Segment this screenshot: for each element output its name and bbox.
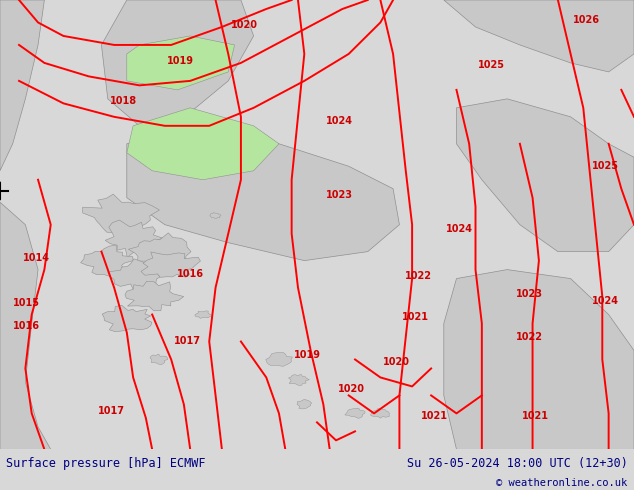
Polygon shape xyxy=(0,202,51,449)
Polygon shape xyxy=(101,0,254,126)
Text: © weatheronline.co.uk: © weatheronline.co.uk xyxy=(496,478,628,488)
Text: 1025: 1025 xyxy=(592,161,619,171)
Polygon shape xyxy=(81,245,133,276)
Text: 1024: 1024 xyxy=(326,116,353,126)
Text: 1014: 1014 xyxy=(23,253,50,263)
Text: Su 26-05-2024 18:00 UTC (12+30): Su 26-05-2024 18:00 UTC (12+30) xyxy=(407,457,628,470)
Polygon shape xyxy=(127,126,399,261)
Polygon shape xyxy=(266,352,292,367)
Text: 1016: 1016 xyxy=(177,269,204,279)
Text: 1019: 1019 xyxy=(167,56,194,66)
Polygon shape xyxy=(195,311,211,318)
Polygon shape xyxy=(128,233,191,272)
Polygon shape xyxy=(82,194,160,234)
Text: 1020: 1020 xyxy=(339,384,365,393)
Text: 1018: 1018 xyxy=(110,96,137,106)
Text: 1021: 1021 xyxy=(402,312,429,322)
Polygon shape xyxy=(127,36,235,90)
Text: 1021: 1021 xyxy=(421,411,448,420)
Text: 1024: 1024 xyxy=(592,296,619,306)
Text: 1015: 1015 xyxy=(13,298,40,308)
Text: 1024: 1024 xyxy=(446,224,473,234)
Polygon shape xyxy=(125,281,184,311)
Polygon shape xyxy=(456,99,634,252)
Text: Surface pressure [hPa] ECMWF: Surface pressure [hPa] ECMWF xyxy=(6,457,206,470)
Text: 1023: 1023 xyxy=(326,191,353,200)
Polygon shape xyxy=(108,259,166,291)
Text: 1016: 1016 xyxy=(13,321,40,331)
Polygon shape xyxy=(444,0,634,72)
Polygon shape xyxy=(127,108,279,180)
Text: 1026: 1026 xyxy=(573,15,600,25)
Polygon shape xyxy=(210,213,221,219)
Polygon shape xyxy=(141,252,200,277)
Text: 1022: 1022 xyxy=(405,271,432,281)
Text: 1017: 1017 xyxy=(98,406,124,416)
Text: 1021: 1021 xyxy=(522,411,549,420)
Text: 1020: 1020 xyxy=(383,357,410,367)
Polygon shape xyxy=(345,408,365,418)
Text: 1020: 1020 xyxy=(231,20,257,30)
Polygon shape xyxy=(102,305,152,332)
Polygon shape xyxy=(105,220,163,257)
Polygon shape xyxy=(444,270,634,449)
Text: 1017: 1017 xyxy=(174,337,200,346)
Polygon shape xyxy=(288,374,309,386)
Text: 1025: 1025 xyxy=(478,60,505,70)
Text: 1019: 1019 xyxy=(294,350,321,360)
Text: 1022: 1022 xyxy=(516,332,543,342)
Text: 1023: 1023 xyxy=(516,289,543,299)
Polygon shape xyxy=(0,0,44,171)
Polygon shape xyxy=(370,409,389,418)
Polygon shape xyxy=(297,399,312,409)
Polygon shape xyxy=(150,354,168,365)
